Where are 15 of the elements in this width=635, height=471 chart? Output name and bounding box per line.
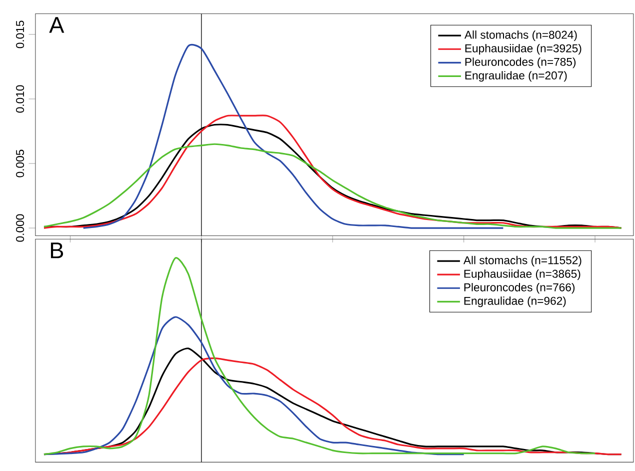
y-tick-label: 0.000 bbox=[16, 214, 24, 242]
y-tick-label: 0.010 bbox=[16, 85, 24, 113]
legend-label: Euphausiidae (n=3925) bbox=[465, 44, 582, 55]
legend-label: Pleuroncodes (n=785) bbox=[465, 58, 576, 68]
legend-label: All stomachs (n=11552) bbox=[463, 256, 582, 266]
legend-label: Pleuroncodes (n=766) bbox=[464, 283, 575, 294]
chart-title: A bbox=[49, 17, 64, 33]
legend-label: Engraulidae (n=207) bbox=[465, 71, 567, 82]
legend-label: Engraulidae (n=962) bbox=[464, 296, 566, 308]
y-tick-label: 0.015 bbox=[16, 20, 24, 48]
chart-title: B bbox=[50, 242, 64, 258]
y-tick-label: 0.005 bbox=[16, 150, 24, 178]
line-series bbox=[43, 143, 622, 229]
legend-label: Euphausiidae (n=3865) bbox=[464, 269, 580, 280]
legend-label: All stomachs (n=8024) bbox=[464, 30, 577, 42]
